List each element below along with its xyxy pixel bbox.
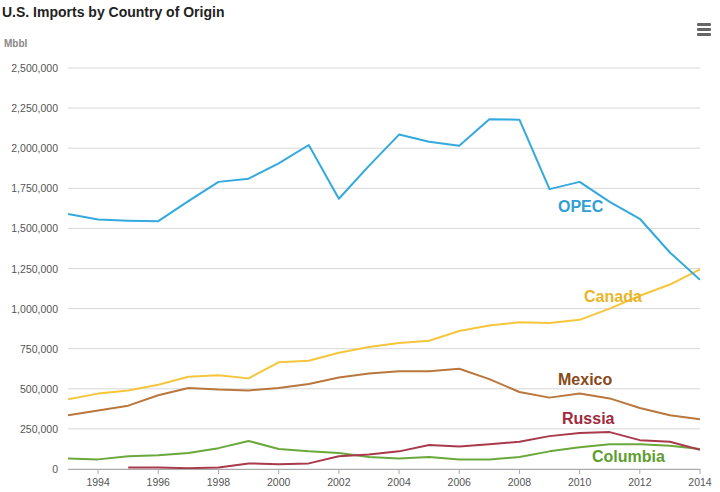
x-tick xyxy=(278,469,279,474)
x-tick xyxy=(98,469,99,474)
grid-line xyxy=(68,188,700,189)
grid-line xyxy=(68,428,700,429)
x-tick xyxy=(459,469,460,474)
x-tick-label: 2004 xyxy=(387,476,411,488)
grid-line xyxy=(68,148,700,149)
series-label: Columbia xyxy=(592,448,665,465)
y-tick-label: 0 xyxy=(52,463,58,475)
menu-button[interactable] xyxy=(697,23,711,36)
x-tick-label: 2002 xyxy=(327,476,351,488)
series-label: Mexico xyxy=(558,371,612,388)
y-axis-label: Mbbl xyxy=(4,38,28,49)
x-tick-label: 2008 xyxy=(508,476,532,488)
grid-line xyxy=(68,308,700,309)
series-label: Canada xyxy=(584,288,642,305)
y-tick-label: 2,500,000 xyxy=(11,62,58,74)
x-axis-line xyxy=(68,469,700,470)
y-tick-label: 750,000 xyxy=(20,343,58,355)
y-tick-label: 2,250,000 xyxy=(11,102,58,114)
x-tick-label: 2010 xyxy=(568,476,592,488)
x-tick-label: 1996 xyxy=(147,476,171,488)
y-tick-label: 2,000,000 xyxy=(11,142,58,154)
grid xyxy=(68,68,700,469)
series-line xyxy=(128,432,700,468)
title: U.S. Imports by Country of Origin xyxy=(2,4,224,20)
grid-line xyxy=(68,268,700,269)
y-tick-label: 1,500,000 xyxy=(11,222,58,234)
grid-line xyxy=(68,469,700,470)
x-tick xyxy=(338,469,339,474)
x-tick xyxy=(579,469,580,474)
menu-bar xyxy=(697,23,711,26)
grid-line xyxy=(68,228,700,229)
y-tick-label: 1,000,000 xyxy=(11,303,58,315)
x-tick xyxy=(519,469,520,474)
x-tick xyxy=(218,469,219,474)
plot-area xyxy=(68,119,700,468)
series-line xyxy=(68,119,700,279)
x-tick-label: 2000 xyxy=(267,476,291,488)
menu-bar xyxy=(697,33,711,36)
x-tick-label: 2014 xyxy=(688,476,712,488)
y-tick-label: 500,000 xyxy=(20,383,58,395)
y-tick-label: 1,250,000 xyxy=(11,263,58,275)
x-tick-label: 1994 xyxy=(86,476,110,488)
chart: U.S. Imports by Country of Origin Mbbl 0 25… xyxy=(0,0,720,492)
grid-line xyxy=(68,68,700,69)
grid-line xyxy=(68,108,700,109)
series-label: Russia xyxy=(562,410,615,427)
grid-line xyxy=(68,348,700,349)
menu-bar xyxy=(697,28,711,31)
x-tick-label: 2006 xyxy=(448,476,472,488)
x-tick xyxy=(399,469,400,474)
x-tick-label: 1998 xyxy=(207,476,231,488)
grid-line xyxy=(68,388,700,389)
series-label: OPEC xyxy=(558,198,604,215)
x-tick-label: 2012 xyxy=(628,476,652,488)
y-tick-label: 1,750,000 xyxy=(11,182,58,194)
x-tick xyxy=(158,469,159,474)
y-tick-label: 250,000 xyxy=(20,423,58,435)
x-tick xyxy=(639,469,640,474)
x-tick xyxy=(700,469,701,474)
series-line xyxy=(68,269,700,399)
